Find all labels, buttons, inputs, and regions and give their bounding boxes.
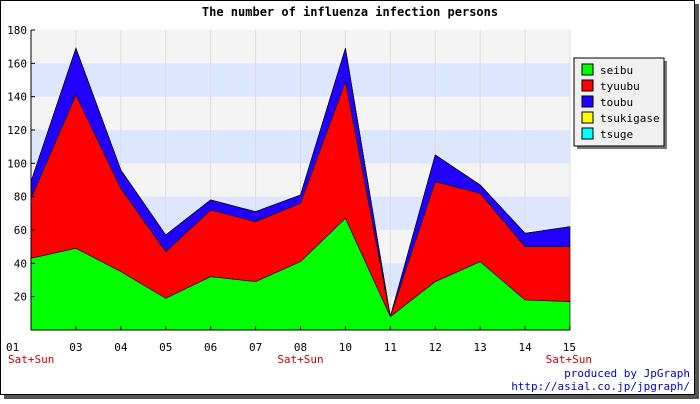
x-tick-label: 01 [6, 341, 19, 354]
x-tick-label: 03 [69, 341, 82, 354]
legend-swatch-tsukigase [581, 111, 594, 124]
legend-label-tsuge: tsuge [600, 128, 633, 141]
legend-swatch-seibu [581, 63, 594, 76]
credit-line-2[interactable]: http://asial.co.jp/jpgraph/ [511, 380, 690, 393]
x-tick-label: 08 [294, 341, 307, 354]
legend-label-toubu: toubu [600, 96, 633, 109]
legend-label-tyuubu: tyuubu [600, 80, 640, 93]
x-tick-label: 15 [563, 341, 576, 354]
y-tick-label: 180 [7, 24, 27, 37]
x-tick-label: 11 [384, 341, 397, 354]
y-tick-label: 100 [7, 157, 27, 170]
x-tick-label: 14 [518, 341, 532, 354]
legend-label-tsukigase: tsukigase [600, 112, 660, 125]
legend-swatch-tyuubu [581, 79, 594, 92]
x-tick-label: 04 [114, 341, 128, 354]
credit-line-1: produced by JpGraph [564, 367, 690, 380]
legend-label-seibu: seibu [600, 64, 633, 77]
weekend-label: Sat+Sun [8, 353, 54, 366]
weekend-label: Sat+Sun [277, 353, 323, 366]
x-tick-label: 05 [159, 341, 172, 354]
x-tick-label: 06 [204, 341, 217, 354]
x-tick-label: 07 [249, 341, 262, 354]
y-tick-label: 20 [14, 291, 27, 304]
y-tick-label: 60 [14, 224, 27, 237]
x-tick-label: 13 [474, 341, 487, 354]
series-areas [30, 47, 571, 331]
legend: seibu tyuubu toubu tsukigase tsuge [573, 57, 667, 149]
y-tick-label: 80 [14, 191, 27, 204]
y-tick-labels: 20 40 60 80 100 120 140 160 180 [7, 24, 35, 304]
legend-swatch-toubu [581, 95, 594, 108]
y-tick-label: 40 [14, 257, 27, 270]
weekend-label: Sat+Sun [546, 353, 592, 366]
y-tick-label: 120 [7, 124, 27, 137]
x-tick-label: 12 [429, 341, 442, 354]
chart-title: The number of influenza infection person… [202, 5, 498, 19]
x-tick-label: 10 [339, 341, 352, 354]
legend-swatch-tsuge [581, 127, 594, 140]
y-tick-label: 140 [7, 91, 27, 104]
y-tick-label: 160 [7, 57, 27, 70]
